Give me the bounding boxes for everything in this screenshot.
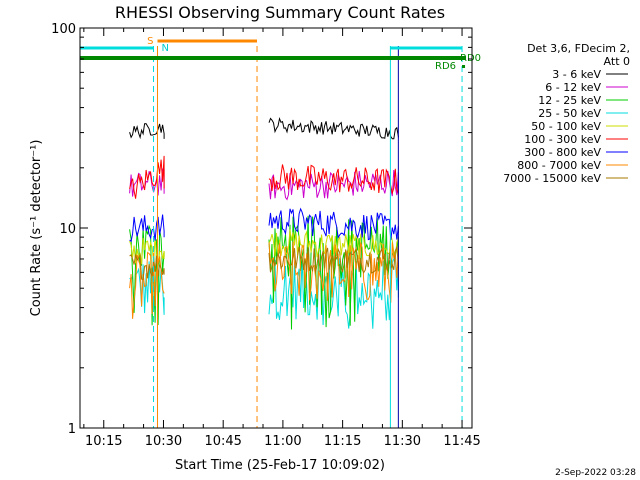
legend-label-8: 7000 - 15000 keV xyxy=(503,172,601,185)
series-line-50-100kev xyxy=(268,229,399,260)
legend-label-1: 6 - 12 keV xyxy=(545,81,601,94)
legend-label-7: 800 - 7000 keV xyxy=(517,159,601,172)
footer-date: 2-Sep-2022 03:28 xyxy=(555,468,636,478)
series-line-3-6kev xyxy=(129,123,165,140)
legend-header-line-2: Att 0 xyxy=(604,55,630,68)
legend-header-line-1: Det 3,6, FDecim 2, xyxy=(527,42,630,55)
series-line-100-300kev xyxy=(268,164,399,195)
series-line-800-7000kev xyxy=(129,251,165,319)
legend-label-2: 12 - 25 keV xyxy=(538,94,601,107)
rd6-flag-label: RD6 xyxy=(435,61,456,72)
y-tick-label-1: 10 xyxy=(59,222,76,237)
x-tick-label-1: 10:30 xyxy=(145,434,182,449)
y-tick-label-2: 100 xyxy=(51,22,76,37)
legend-label-4: 50 - 100 keV xyxy=(531,120,601,133)
y-tick-label-0: 1 xyxy=(68,422,76,437)
series-line-7000-15000kev xyxy=(129,254,165,280)
series-line-300-800kev xyxy=(129,214,165,243)
series-line-50-100kev xyxy=(129,236,165,265)
legend-label-3: 25 - 50 keV xyxy=(538,107,601,120)
series-line-100-300kev xyxy=(129,155,165,199)
x-axis-label: Start Time (25-Feb-17 10:09:02) xyxy=(175,458,385,473)
series-line-3-6kev xyxy=(268,117,399,140)
axes: 10:15 10:30 10:45 11:00 11:15 11:30 11:45 1 10 10… xyxy=(51,22,481,449)
legend-label-0: 3 - 6 keV xyxy=(552,68,601,81)
night-flag-label: N xyxy=(161,43,168,54)
legend-label-5: 100 - 300 keV xyxy=(524,133,601,146)
x-tick-label-4: 11:15 xyxy=(324,434,361,449)
x-tick-label-6: 11:45 xyxy=(443,434,480,449)
series-line-7000-15000kev xyxy=(268,245,399,274)
x-tick-label-3: 11:00 xyxy=(264,434,301,449)
series-line-800-7000kev xyxy=(268,241,399,303)
series-line-300-800kev xyxy=(268,207,399,241)
chart-title: RHESSI Observing Summary Count Rates xyxy=(115,3,445,22)
saa-flag-label: S xyxy=(147,36,153,47)
x-tick-label-2: 10:45 xyxy=(204,434,241,449)
series-line-6-12kev xyxy=(129,168,165,197)
x-tick-label-5: 11:30 xyxy=(384,434,421,449)
rd6-marker xyxy=(462,65,466,68)
legend-label-6: 300 - 800 keV xyxy=(524,146,601,159)
x-tick-label-0: 10:15 xyxy=(85,434,122,449)
y-axis-label: Count Rate (s⁻¹ detector⁻¹) xyxy=(29,140,44,317)
